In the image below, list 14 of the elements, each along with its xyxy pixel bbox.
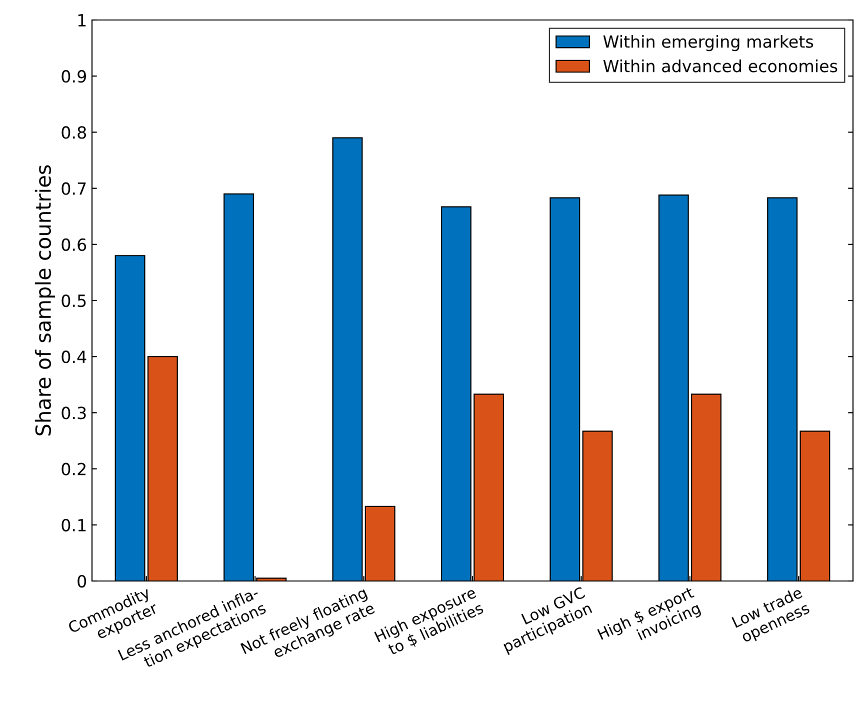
y-tick-label: 0.6 <box>62 238 86 251</box>
y-tick-label: 0.8 <box>62 126 86 139</box>
legend-label: Within emerging markets <box>603 35 814 52</box>
y-tick-label: 0 <box>78 574 86 588</box>
legend-label: Within advanced economies <box>603 59 838 72</box>
y-tick-label: 0.1 <box>62 518 86 532</box>
y-tick-label: 0.3 <box>62 406 86 420</box>
y-tick-label: 0.7 <box>62 182 86 195</box>
y-tick-label: 1 <box>78 14 86 26</box>
y-tick-label: 0.2 <box>62 462 86 476</box>
y-tick-label: 0.5 <box>62 294 86 308</box>
y-axis-title: Share of sample countries <box>34 165 56 436</box>
y-tick-label: 0.9 <box>62 70 86 83</box>
y-tick-label: 0.4 <box>62 350 86 364</box>
